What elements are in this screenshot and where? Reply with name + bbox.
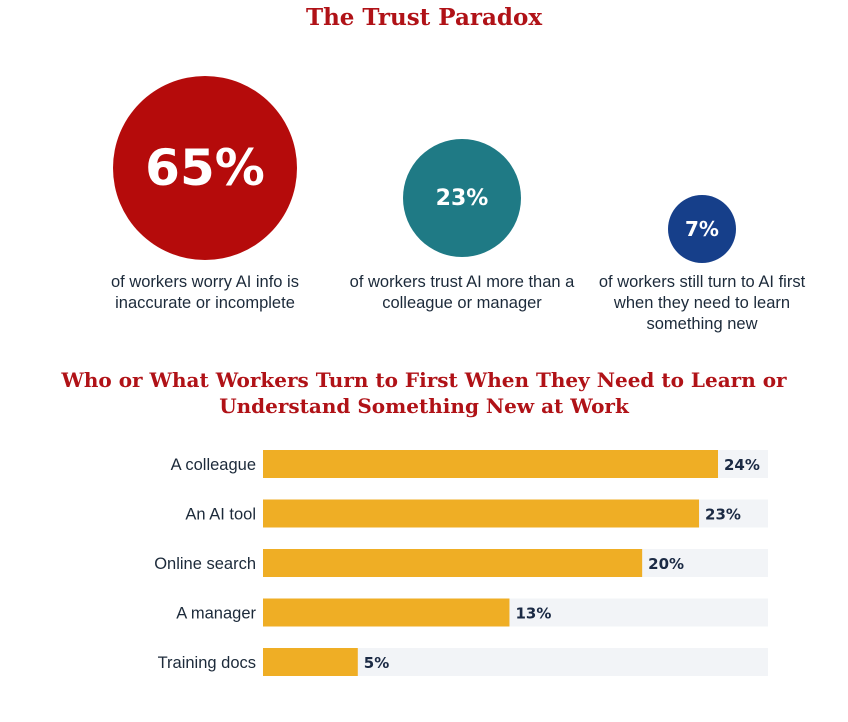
bar (263, 598, 510, 627)
value-label: 13% (515, 605, 551, 623)
category-label: A colleague (171, 456, 256, 474)
stat-circle-worry: 65% (113, 76, 297, 260)
category-label: Training docs (158, 654, 256, 672)
value-label: 23% (705, 506, 741, 524)
bar (263, 450, 718, 478)
stat-circle-turn-first: 7% (668, 195, 736, 263)
stat-text-turn-first: of workers still turn to AI first when t… (598, 273, 806, 333)
category-label: An AI tool (185, 506, 256, 524)
value-label: 20% (648, 555, 684, 573)
stat-text-worry: of workers worry AI info is inaccurate o… (111, 273, 299, 312)
value-label: 5% (364, 654, 389, 672)
stat-text-trust: of workers trust AI more than a colleagu… (349, 273, 575, 312)
value-label: 24% (724, 456, 760, 474)
bar (263, 549, 643, 577)
stat-circle-trust: 23% (403, 139, 521, 257)
bar (263, 499, 700, 528)
page-title: The Trust Paradox (305, 4, 543, 31)
category-label: Online search (154, 555, 256, 573)
category-label: A manager (176, 605, 256, 623)
bar (263, 648, 358, 676)
chart-title: Who or What Workers Turn to First When T… (61, 368, 787, 418)
